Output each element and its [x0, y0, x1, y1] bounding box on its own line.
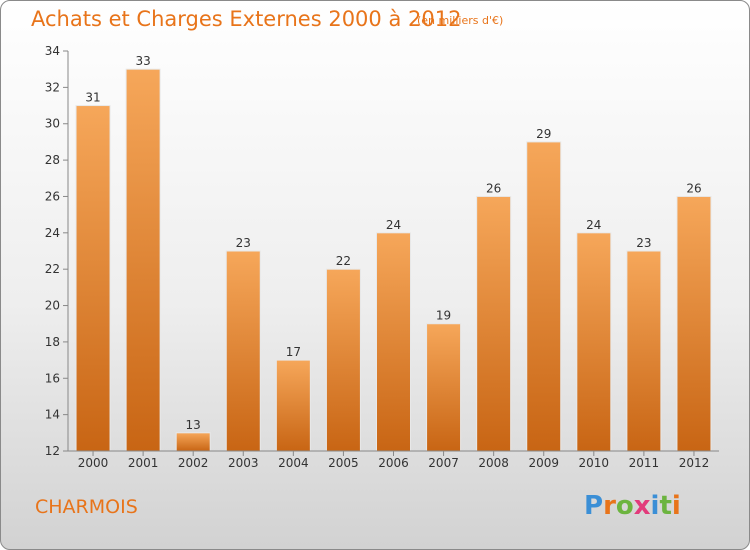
- bar-value-label: 29: [536, 127, 551, 141]
- bar-value-label: 22: [336, 254, 351, 268]
- x-tick-label: 2003: [228, 456, 259, 470]
- logo-letter: i: [671, 491, 681, 521]
- bar-value-label: 23: [236, 236, 251, 250]
- bar-value-label: 33: [135, 54, 150, 68]
- x-tick-label: 2000: [78, 456, 109, 470]
- y-tick-label: 16: [45, 371, 60, 385]
- commune-name: CHARMOIS: [35, 496, 138, 518]
- bar-value-label: 19: [436, 309, 451, 323]
- x-tick-label: 2009: [528, 456, 559, 470]
- logo-letter: o: [615, 491, 634, 521]
- logo-letter: x: [633, 491, 651, 521]
- bar-2010: [576, 232, 612, 452]
- bar-2006: [376, 232, 411, 452]
- y-tick-label: 20: [45, 299, 60, 313]
- bar-2004: [275, 359, 311, 452]
- bar-value-label: 24: [386, 218, 401, 232]
- y-tick-label: 28: [45, 153, 60, 167]
- y-tick-label: 34: [45, 44, 60, 58]
- bar-value-label: 13: [186, 418, 201, 432]
- x-tick-label: 2006: [378, 456, 409, 470]
- proxiti-logo[interactable]: Proxiti: [584, 491, 681, 521]
- bar-value-label: 31: [85, 91, 100, 105]
- bar-2002: [175, 432, 211, 452]
- x-tick-label: 2012: [679, 456, 710, 470]
- y-tick-label: 18: [45, 335, 60, 349]
- logo-letter: P: [584, 491, 604, 521]
- bar-2003: [225, 250, 261, 452]
- bar-2011: [626, 250, 662, 452]
- x-tick-label: 2008: [478, 456, 509, 470]
- bar-value-label: 17: [286, 345, 301, 359]
- y-tick-label: 14: [45, 408, 60, 422]
- y-tick-label: 30: [45, 117, 60, 131]
- logo-letter: i: [650, 491, 660, 521]
- y-tick-label: 22: [45, 262, 60, 276]
- x-tick-label: 2002: [178, 456, 209, 470]
- bar-value-label: 24: [586, 218, 601, 232]
- logo-letter: r: [603, 491, 616, 521]
- x-tick-label: 2010: [579, 456, 610, 470]
- bar-value-label: 26: [686, 181, 701, 195]
- bar-value-label: 23: [636, 236, 651, 250]
- bar-2009: [526, 141, 562, 452]
- logo-letter: t: [659, 491, 672, 521]
- x-tick-label: 2001: [128, 456, 159, 470]
- x-tick-label: 2007: [428, 456, 459, 470]
- bar-2012: [676, 195, 712, 452]
- bar-2005: [325, 268, 361, 452]
- bars: 31 33 13 23 17 22 24 19 26 29 24 23 26: [75, 54, 712, 452]
- x-axis: 2000 2001 2002 2003 2004 2005 2006 2007 2008 2009…: [68, 450, 719, 470]
- chart-subtitle: (en milliers d'€): [417, 14, 504, 27]
- bar-2000: [75, 105, 111, 452]
- y-tick-label: 24: [45, 226, 60, 240]
- bar-2001: [125, 68, 161, 452]
- bar-2007: [426, 323, 462, 452]
- y-tick-label: 12: [45, 444, 60, 458]
- y-axis: 12 14 16 18 20 22 24 26 28 30 32 34: [45, 44, 69, 458]
- x-tick-label: 2011: [629, 456, 660, 470]
- y-tick-label: 32: [45, 80, 60, 94]
- x-tick-label: 2004: [278, 456, 309, 470]
- x-tick-label: 2005: [328, 456, 359, 470]
- chart-title: Achats et Charges Externes 2000 à 2012: [31, 7, 462, 31]
- bar-2008: [476, 195, 512, 452]
- bar-value-label: 26: [486, 181, 501, 195]
- y-tick-label: 26: [45, 189, 60, 203]
